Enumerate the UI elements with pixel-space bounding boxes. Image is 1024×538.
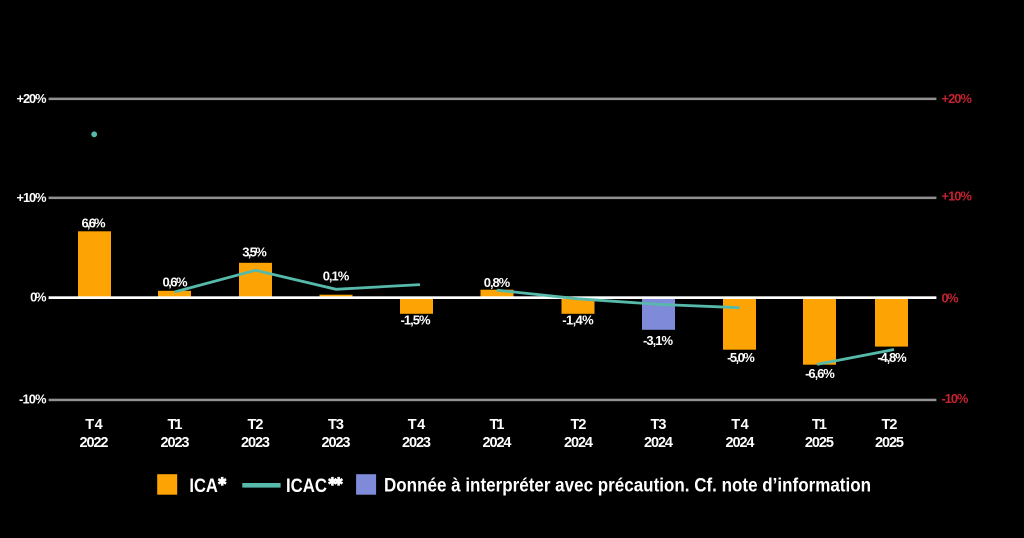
svg-text:Donnée à interpréter avec préc: Donnée à interpréter avec précaution. Cf… <box>384 475 871 496</box>
svg-text:2024: 2024 <box>564 435 593 451</box>
svg-text:-1,4%: -1,4% <box>562 313 594 328</box>
svg-text:3,5%: 3,5% <box>242 245 267 260</box>
svg-text:2024: 2024 <box>483 435 512 451</box>
svg-text:+20%: +20% <box>17 91 48 106</box>
svg-text:T4: T4 <box>731 417 749 433</box>
svg-text:T3: T3 <box>651 417 667 433</box>
svg-text:T1: T1 <box>168 417 183 433</box>
svg-text:+20%: +20% <box>942 91 973 106</box>
svg-text:2024: 2024 <box>644 435 673 451</box>
svg-text:2022: 2022 <box>80 435 109 451</box>
svg-text:2023: 2023 <box>161 435 190 451</box>
svg-text:T2: T2 <box>882 417 898 433</box>
svg-text:2025: 2025 <box>875 435 904 451</box>
svg-text:6,6%: 6,6% <box>82 216 106 231</box>
svg-text:-6,6%: -6,6% <box>805 366 835 381</box>
svg-text:ICAC: ICAC <box>286 475 327 497</box>
svg-text:T3: T3 <box>328 417 344 433</box>
svg-text:-10%: -10% <box>942 391 970 406</box>
svg-text:T1: T1 <box>490 417 505 433</box>
svg-text:T4: T4 <box>408 417 426 433</box>
svg-text:+10%: +10% <box>942 189 973 204</box>
svg-text:-3,1%: -3,1% <box>643 333 673 348</box>
svg-text:0,1%: 0,1% <box>323 269 350 284</box>
svg-text:-1,5%: -1,5% <box>401 313 431 328</box>
svg-text:0,8%: 0,8% <box>484 275 511 290</box>
svg-text:2023: 2023 <box>322 435 351 451</box>
svg-text:-5,0%: -5,0% <box>727 350 755 365</box>
svg-text:2023: 2023 <box>241 435 270 451</box>
svg-text:2025: 2025 <box>805 435 834 451</box>
svg-text:0%: 0% <box>30 289 47 304</box>
svg-text:-10%: -10% <box>19 392 47 407</box>
svg-text:T2: T2 <box>248 417 264 433</box>
svg-text:+10%: +10% <box>17 190 48 205</box>
svg-text:2023: 2023 <box>402 435 431 451</box>
svg-text:ICA: ICA <box>189 475 218 497</box>
svg-text:0%: 0% <box>942 290 960 305</box>
svg-text:T2: T2 <box>571 417 587 433</box>
svg-text:2024: 2024 <box>726 435 755 451</box>
svg-text:0,6%: 0,6% <box>163 274 188 289</box>
svg-text:T4: T4 <box>85 417 103 433</box>
svg-text:T1: T1 <box>812 417 827 433</box>
svg-text:-4,8%: -4,8% <box>877 350 907 365</box>
